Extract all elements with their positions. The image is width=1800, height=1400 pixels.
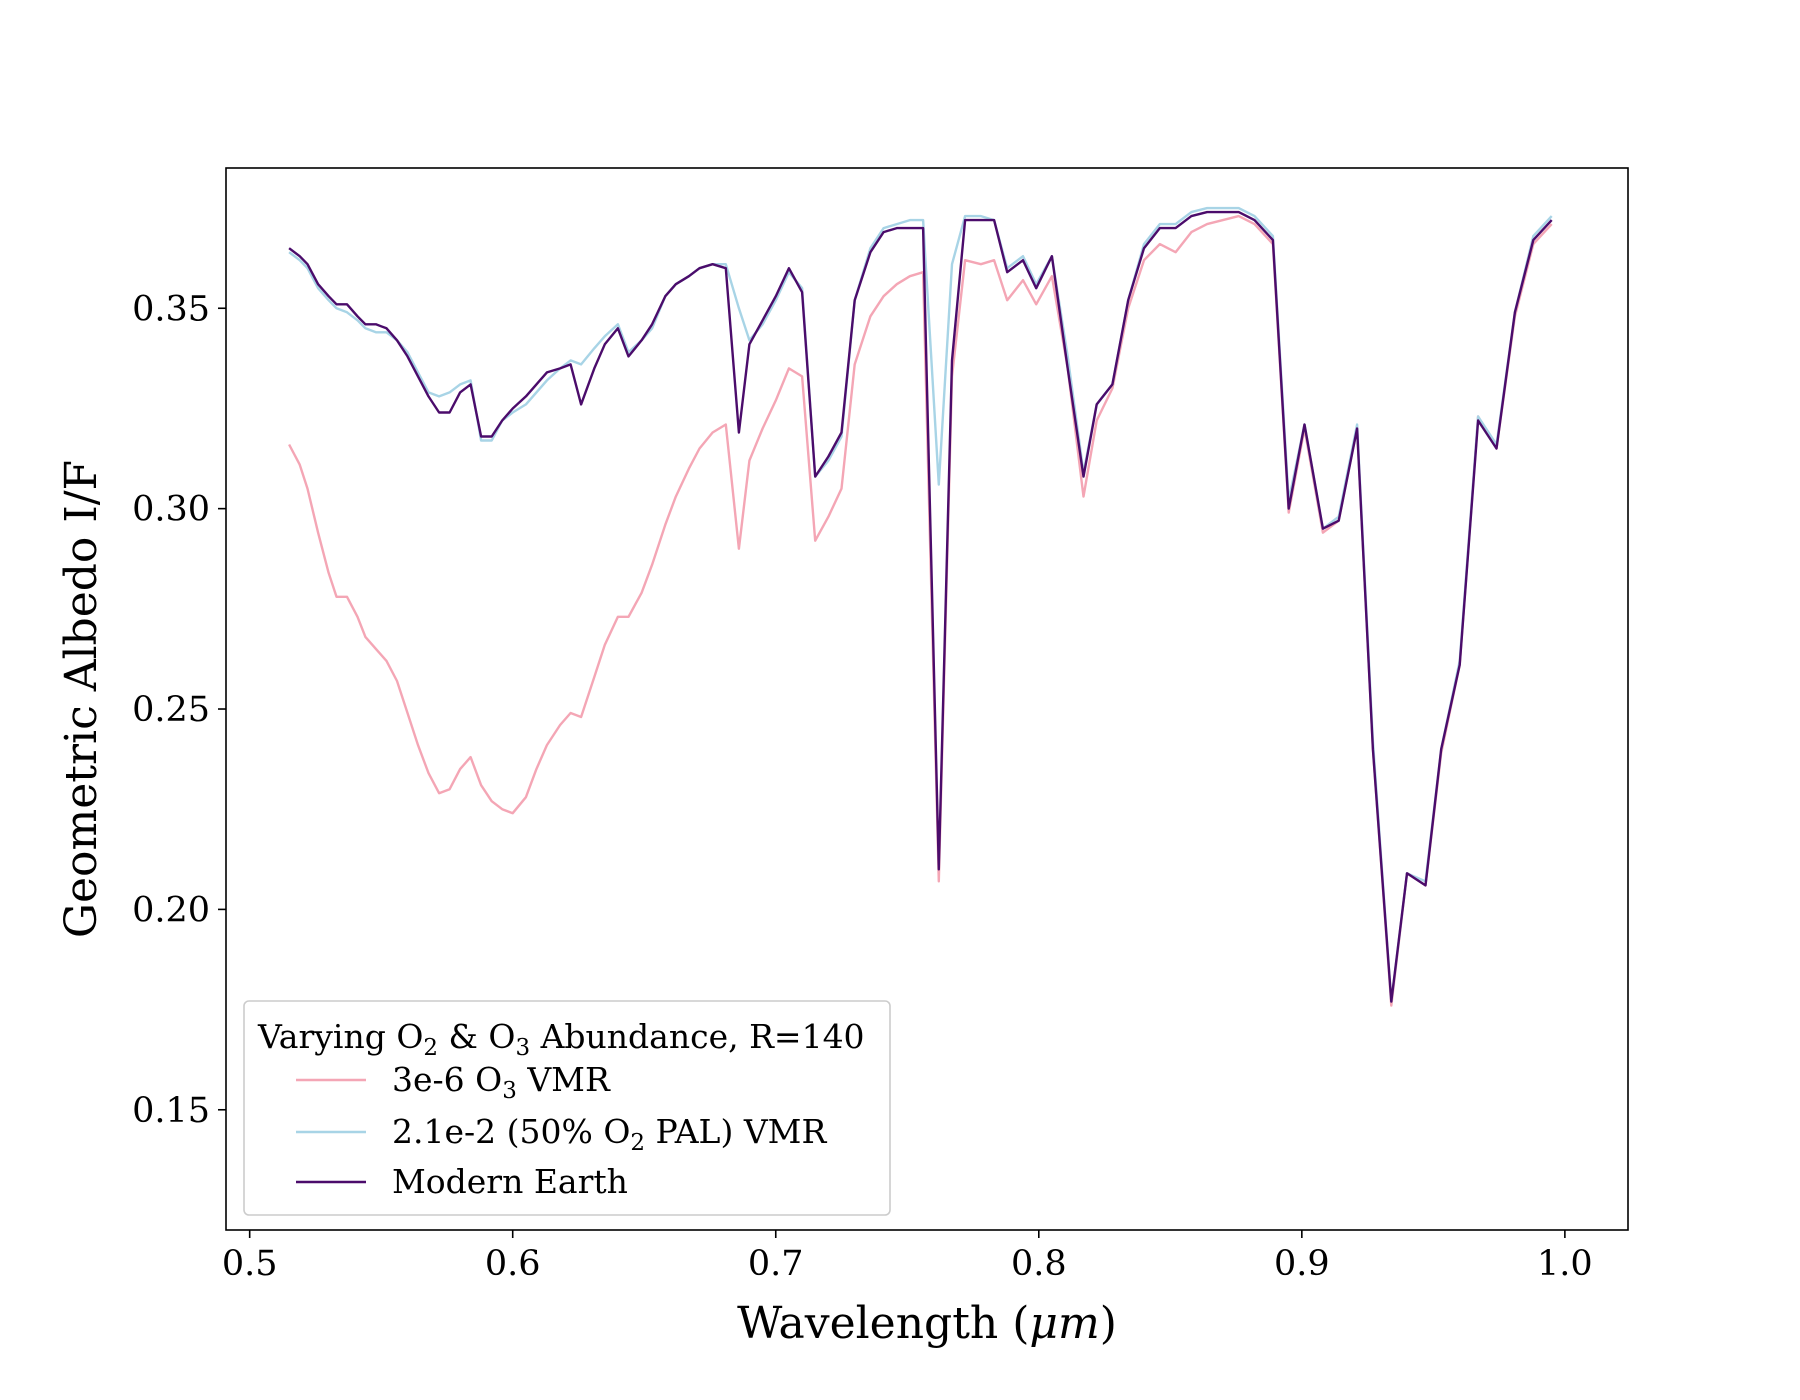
legend-label-50pct-o2: 2.1e-2 (50% O2 PAL) VMR <box>392 1112 827 1156</box>
x-axis-title: Wavelength (μm) <box>737 1298 1117 1349</box>
y-axis: 0.15 0.20 0.25 0.30 0.35 <box>132 289 226 1131</box>
x-tick-label: 0.8 <box>1011 1244 1067 1284</box>
legend-label-3e6-o3: 3e-6 O3 VMR <box>392 1060 611 1104</box>
series-line-modern-earth <box>288 210 1553 1003</box>
x-axis-title-text: Wavelength ( <box>737 1298 1029 1349</box>
y-tick-label: 0.20 <box>132 890 210 930</box>
legend-title-subscript: 3 <box>515 1035 530 1061</box>
legend-box <box>243 1000 891 1216</box>
legend-label-modern-earth: Modern Earth <box>392 1162 628 1201</box>
legend-label-part: Modern Earth <box>392 1162 628 1201</box>
legend-title-part: Varying O <box>257 1017 423 1056</box>
legend-label-subscript: 3 <box>502 1078 517 1104</box>
x-axis-title-close: ) <box>1100 1298 1117 1349</box>
x-tick-label: 0.6 <box>485 1244 541 1284</box>
plot-area-frame <box>225 167 1629 1231</box>
legend-entry-3e6-o3: 3e-6 O3 VMR <box>296 1060 611 1104</box>
legend-entry-modern-earth: Modern Earth <box>296 1162 628 1201</box>
x-axis: 0.5 0.6 0.7 0.8 0.9 1.0 <box>222 1230 1593 1284</box>
x-tick-label: 0.9 <box>1274 1244 1330 1284</box>
legend-title-subscript: 2 <box>423 1035 438 1061</box>
legend-entry-50pct-o2: 2.1e-2 (50% O2 PAL) VMR <box>296 1112 827 1156</box>
legend-label-part: 3e-6 O <box>392 1060 502 1099</box>
x-tick-label: 0.7 <box>748 1244 804 1284</box>
legend-label-part: 2.1e-2 (50% O <box>392 1112 630 1151</box>
x-axis-title-unit: μm <box>1029 1298 1099 1349</box>
legend-label-part: PAL) VMR <box>645 1112 827 1151</box>
legend-label-part: VMR <box>517 1060 611 1099</box>
y-tick-label: 0.15 <box>132 1091 210 1131</box>
series-layer <box>288 206 1553 1007</box>
legend-title: Varying O2 & O3 Abundance, R=140 <box>257 1017 865 1061</box>
legend-title-part: Abundance, R=140 <box>530 1017 864 1056</box>
legend: Varying O2 & O3 Abundance, R=140 3e-6 O3… <box>243 1000 891 1216</box>
y-tick-label: 0.25 <box>132 690 210 730</box>
y-axis-title: Geometric Albedo I/F <box>56 460 107 938</box>
legend-title-part: & O <box>438 1017 515 1056</box>
x-tick-label: 0.5 <box>222 1244 278 1284</box>
x-tick-label: 1.0 <box>1537 1244 1593 1284</box>
legend-label-subscript: 2 <box>630 1130 645 1156</box>
y-tick-label: 0.35 <box>132 289 210 329</box>
y-tick-label: 0.30 <box>132 490 210 530</box>
